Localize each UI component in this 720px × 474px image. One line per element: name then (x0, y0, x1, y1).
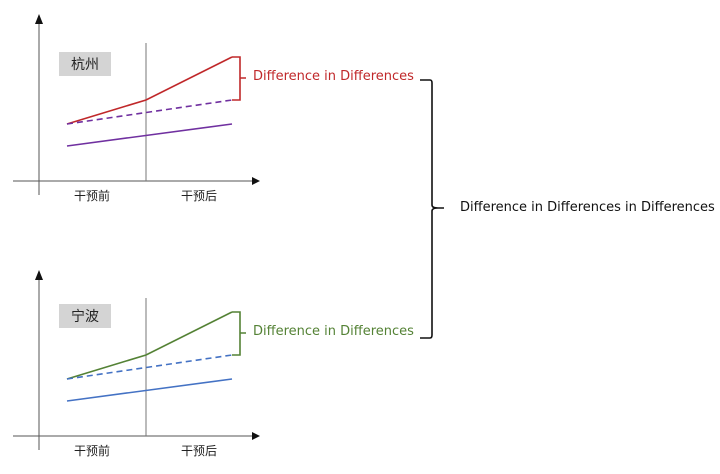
x-tick-pre-hangzhou: 干预前 (73, 189, 110, 203)
did-label-ningbo: Difference in Differences (253, 324, 414, 339)
panel-hangzhou-lines (66, 56, 246, 147)
x-tick-pre-ningbo: 干预前 (73, 444, 110, 458)
city-label-hangzhou: 杭州 (59, 52, 111, 76)
panel-ningbo-lines (66, 311, 246, 402)
panel-ningbo-axes (13, 270, 260, 450)
did-label-hangzhou: Difference in Differences (253, 69, 414, 84)
dddd-bracket (420, 79, 444, 339)
x-tick-post-hangzhou: 干预后 (180, 189, 217, 203)
dddd-label: Difference in Differences in Differences (460, 200, 715, 215)
city-label-ningbo: 宁波 (59, 304, 111, 328)
panel-hangzhou-axes (13, 14, 260, 195)
x-tick-post-ningbo: 干预后 (180, 444, 217, 458)
